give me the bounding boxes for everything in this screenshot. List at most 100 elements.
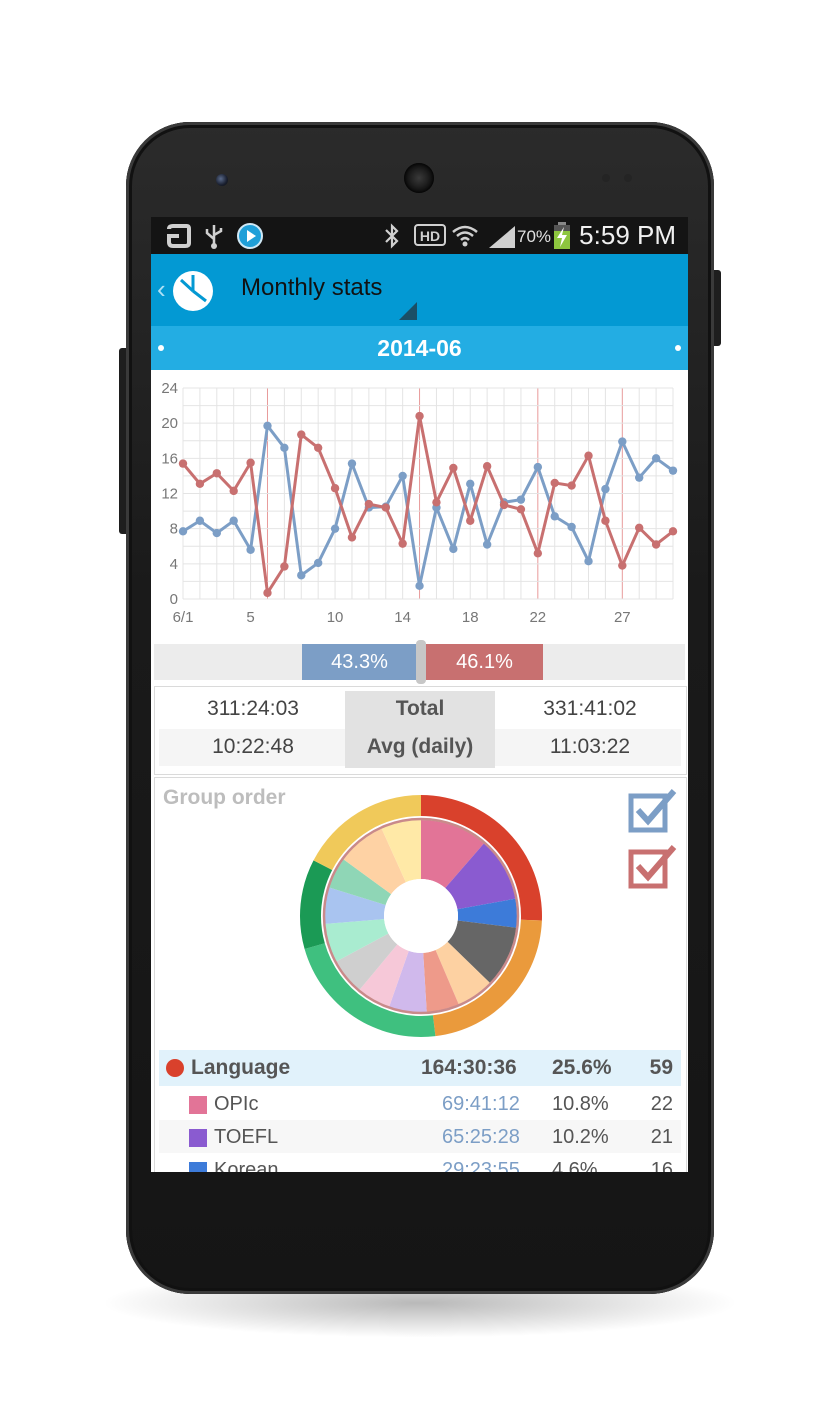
prev-month-dot[interactable] (158, 345, 164, 351)
red-series-checkbox-icon[interactable] (628, 844, 678, 890)
inner-ring-slice[interactable] (325, 919, 389, 962)
series-point-0 (330, 524, 340, 533)
total-label: Total (395, 697, 445, 720)
series-point-1 (533, 549, 543, 558)
y-tick-label: 8 (170, 521, 178, 538)
inner-ring-slice[interactable] (445, 843, 516, 910)
series-point-1 (297, 430, 306, 439)
list-item-toefl[interactable]: TOEFL 65:25:28 10.2% 21 (159, 1120, 681, 1153)
inner-ring-slice[interactable] (325, 887, 386, 924)
outer-ring-slice[interactable] (313, 795, 421, 871)
series-point-0 (651, 454, 661, 463)
app-logo-pie-icon[interactable] (173, 271, 213, 311)
hd-icon: HD (414, 224, 446, 246)
outer-ring-slice[interactable] (421, 795, 542, 921)
volume-button (119, 348, 127, 534)
inner-ring-slice[interactable] (435, 941, 490, 1005)
total-red-value: 331:41:02 (543, 697, 637, 720)
series-point-0 (398, 471, 407, 481)
item-color-swatch (189, 1162, 207, 1172)
next-month-dot[interactable] (675, 345, 681, 351)
g-icon (167, 224, 191, 248)
list-item-opic[interactable]: OPIc 69:41:12 10.8% 22 (159, 1087, 681, 1120)
series-point-0 (584, 556, 593, 566)
group-percent: 25.6% (552, 1056, 612, 1079)
series-point-0 (313, 558, 323, 568)
inner-ring-slice[interactable] (336, 933, 398, 990)
list-item-korean[interactable]: Korean 29:23:55 4.6% 16 (159, 1153, 681, 1172)
series-point-0 (246, 545, 255, 554)
total-blue-value: 311:24:03 (207, 697, 299, 720)
svg-text:HD: HD (420, 228, 440, 244)
signal-icon (489, 226, 515, 248)
avg-red-value: 11:03:22 (549, 735, 631, 758)
series-point-0 (347, 459, 357, 468)
usb-icon (205, 225, 223, 249)
series-point-0 (668, 466, 678, 475)
inner-ring-slice[interactable] (329, 859, 392, 906)
x-tick-label: 10 (327, 609, 344, 626)
outer-ring-slice[interactable] (300, 860, 333, 950)
series-point-0 (195, 516, 205, 525)
series-point-1 (364, 499, 374, 509)
group-color-dot (166, 1059, 184, 1077)
outer-ring-slice[interactable] (432, 919, 542, 1037)
series-point-0 (635, 473, 644, 482)
spinner-dropdown-indicator[interactable] (399, 302, 417, 320)
series-point-1 (398, 539, 407, 548)
item-percent: 10.8% (552, 1093, 609, 1115)
blue-percent-bar: 43.3% (302, 644, 417, 680)
screen-title[interactable]: Monthly stats (241, 274, 383, 301)
group-donut-chart[interactable] (298, 793, 544, 1039)
front-camera (216, 174, 228, 186)
inner-ring-slice[interactable] (457, 898, 517, 928)
group-order-panel: Group order Language 164:30:36 25.6% 59 … (154, 777, 687, 1172)
series-point-0 (533, 462, 543, 472)
series-line-0 (182, 424, 674, 588)
item-percent: 4.6% (552, 1159, 598, 1172)
outer-ring-slice[interactable] (304, 943, 436, 1037)
x-tick-label: 27 (614, 609, 631, 626)
blue-series-checkbox-icon[interactable] (628, 788, 678, 834)
series-point-1 (347, 533, 357, 542)
daily-line-chart[interactable]: 0 4 8 12 16 20 24 6/1 5 10 14 18 22 27 (151, 370, 688, 632)
current-month-label[interactable]: 2014-06 (377, 335, 462, 361)
item-count: 16 (650, 1159, 673, 1172)
red-percent-bar: 46.1% (426, 644, 543, 680)
group-order-title: Group order (163, 786, 286, 809)
series-line-1 (181, 414, 674, 595)
series-point-1 (415, 411, 424, 421)
inner-ring-slice[interactable] (389, 950, 427, 1012)
bluetooth-icon (385, 223, 399, 249)
series-point-1 (550, 478, 559, 488)
back-chevron-icon[interactable]: ‹ (157, 274, 166, 304)
series-point-1 (567, 481, 576, 490)
item-time: 65:25:28 (442, 1126, 520, 1148)
inner-ring-slice[interactable] (447, 920, 517, 983)
series-point-0 (550, 512, 559, 521)
inner-ring-slice[interactable] (421, 820, 484, 889)
inner-ring-slice[interactable] (423, 950, 459, 1012)
inner-ring-slice[interactable] (381, 820, 421, 883)
item-name: Korean (214, 1159, 279, 1172)
item-count: 21 (650, 1126, 673, 1148)
x-tick-label: 22 (529, 609, 546, 626)
y-tick-label: 20 (161, 415, 178, 432)
series-point-1 (635, 523, 644, 532)
series-point-0 (229, 516, 238, 525)
series-point-0 (601, 484, 610, 494)
status-clock: 5:59 PM (579, 220, 676, 250)
split-drag-handle[interactable] (416, 640, 426, 684)
series-point-0 (212, 528, 221, 538)
series-point-1 (516, 505, 526, 514)
y-tick-label: 0 (170, 591, 178, 608)
series-point-1 (263, 588, 272, 598)
play-icon (237, 223, 263, 249)
status-bar: HD 70% 5:59 PM (151, 217, 688, 254)
inner-ring-slice[interactable] (359, 944, 409, 1007)
series-point-1 (195, 479, 205, 489)
series-point-1 (466, 516, 475, 525)
group-row-language[interactable]: Language 164:30:36 25.6% 59 (159, 1050, 681, 1086)
item-name: TOEFL (214, 1126, 279, 1148)
inner-ring-slice[interactable] (343, 828, 406, 895)
